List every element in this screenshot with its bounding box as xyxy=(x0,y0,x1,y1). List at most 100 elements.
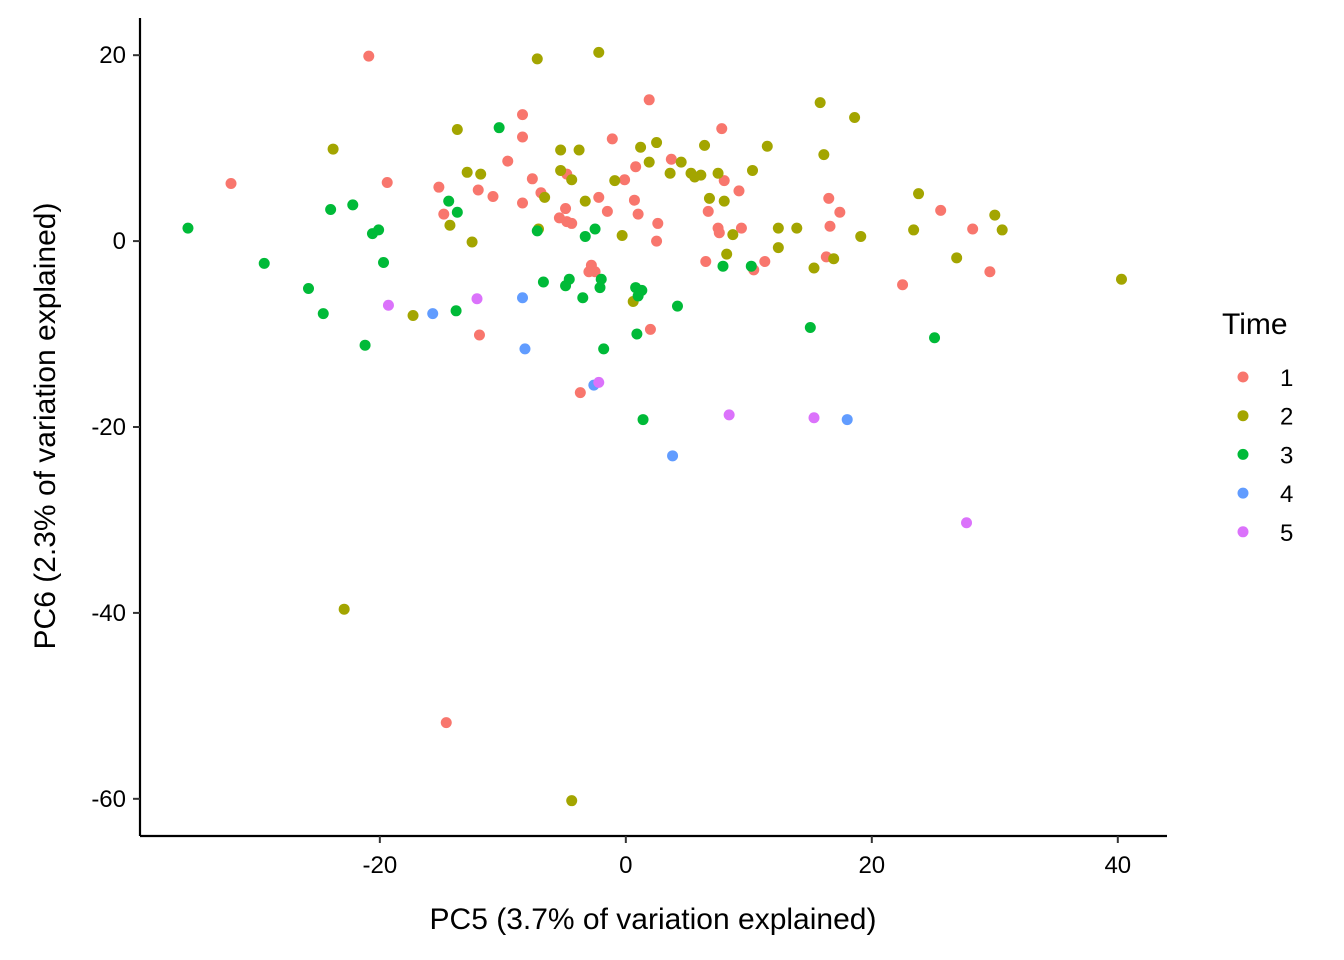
data-point xyxy=(539,191,551,203)
legend-key xyxy=(1237,371,1249,383)
series-3 xyxy=(182,122,941,426)
data-point xyxy=(471,293,483,305)
data-point xyxy=(651,137,663,149)
data-point xyxy=(761,140,773,152)
data-point xyxy=(908,224,920,236)
data-point xyxy=(834,206,846,218)
data-point xyxy=(667,450,679,462)
data-point xyxy=(451,206,463,218)
data-point xyxy=(407,309,419,321)
data-point xyxy=(675,156,687,168)
data-point xyxy=(808,412,820,424)
data-point xyxy=(579,230,591,242)
data-point xyxy=(427,308,439,320)
data-point xyxy=(828,253,840,265)
data-point xyxy=(451,124,463,136)
data-point xyxy=(695,169,707,181)
axes-layer: -20 0 20 40 20 0 -20 -40 -60 xyxy=(91,18,1167,879)
data-point xyxy=(619,174,631,186)
legend-key xyxy=(1237,410,1249,422)
data-point xyxy=(566,217,578,229)
legend-key xyxy=(1237,526,1249,538)
data-point xyxy=(461,166,473,178)
data-point xyxy=(444,219,456,231)
data-point xyxy=(841,414,853,426)
x-axis-title: PC5 (3.7% of variation explained) xyxy=(430,903,877,936)
data-point xyxy=(593,46,605,58)
data-point xyxy=(712,167,724,179)
data-point xyxy=(700,256,712,268)
legend-key xyxy=(1237,487,1249,499)
y-tick-label: -40 xyxy=(91,600,126,627)
data-point xyxy=(593,376,605,388)
data-point xyxy=(735,222,747,234)
data-point xyxy=(716,123,728,135)
data-point xyxy=(717,260,729,272)
data-point xyxy=(502,155,514,167)
data-point xyxy=(566,795,578,807)
data-point xyxy=(1115,273,1127,285)
y-tick-label: 0 xyxy=(113,228,126,255)
data-point xyxy=(733,185,745,197)
legend-label: 1 xyxy=(1280,365,1293,392)
legend-label: 2 xyxy=(1280,404,1293,431)
data-point xyxy=(804,322,816,334)
data-point xyxy=(967,223,979,235)
data-point xyxy=(601,205,613,217)
series-2 xyxy=(327,46,1127,807)
data-point xyxy=(573,144,585,156)
data-point xyxy=(555,144,567,156)
series-1 xyxy=(225,50,996,729)
data-point xyxy=(595,273,607,285)
data-point xyxy=(644,323,656,335)
data-point xyxy=(824,220,836,232)
data-point xyxy=(577,292,589,304)
legend-label: 4 xyxy=(1280,481,1293,508)
data-point xyxy=(616,230,628,242)
data-point xyxy=(517,197,529,209)
data-point xyxy=(472,184,484,196)
data-point xyxy=(433,181,445,193)
data-point xyxy=(643,156,655,168)
data-point xyxy=(493,122,505,134)
data-point xyxy=(531,53,543,65)
data-point xyxy=(703,192,715,204)
data-point xyxy=(718,175,730,187)
data-point xyxy=(258,257,270,269)
data-point xyxy=(699,139,711,151)
data-point xyxy=(338,603,350,615)
legend: Time 1 2 3 4 5 xyxy=(1222,308,1293,547)
data-point xyxy=(631,328,643,340)
data-point xyxy=(929,332,941,344)
data-point xyxy=(589,223,601,235)
data-point xyxy=(651,235,663,247)
data-point xyxy=(373,224,385,236)
data-point xyxy=(517,109,529,121)
data-point xyxy=(855,230,867,242)
data-point xyxy=(327,143,339,155)
data-point xyxy=(664,167,676,179)
data-point xyxy=(747,164,759,176)
data-point xyxy=(598,343,610,355)
data-point xyxy=(574,387,586,399)
series-4 xyxy=(427,292,853,462)
data-point xyxy=(791,222,803,234)
data-point xyxy=(665,153,677,165)
data-point xyxy=(643,94,655,106)
data-point xyxy=(517,292,529,304)
data-point xyxy=(984,266,996,278)
data-point xyxy=(818,149,830,161)
data-point xyxy=(381,177,393,189)
data-point xyxy=(745,260,757,272)
data-point xyxy=(772,222,784,234)
data-point xyxy=(182,222,194,234)
data-point xyxy=(517,131,529,143)
data-point xyxy=(382,299,394,311)
data-point xyxy=(961,517,973,529)
data-point xyxy=(632,208,644,220)
x-tick-label: -20 xyxy=(362,852,397,879)
data-point xyxy=(713,227,725,239)
data-point xyxy=(996,224,1008,236)
data-point xyxy=(466,236,478,248)
